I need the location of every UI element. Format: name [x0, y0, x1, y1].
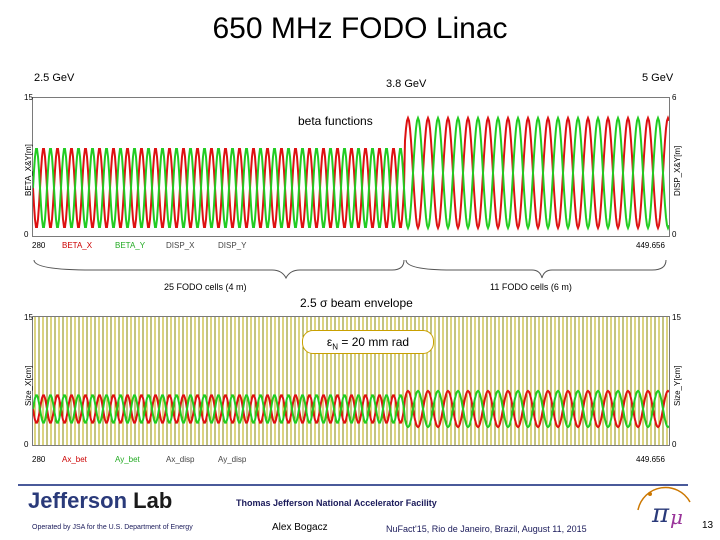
beam-envelope-plot [32, 316, 670, 446]
plot1-xend: 449.656 [636, 241, 665, 250]
emittance-sub: N [332, 342, 339, 352]
emittance-box: εN = 20 mm rad [302, 330, 434, 354]
plot1-ylabel-left: BETA_X&Y[m] [24, 144, 33, 196]
logo-text-a: Jefferson [28, 488, 128, 513]
legend-ax-bet: Ax_bet [62, 455, 87, 464]
muon-accelerator-logo: π μ [637, 486, 691, 529]
energy-left: 2.5 GeV [34, 72, 75, 84]
plot2-xend: 449.656 [636, 455, 665, 464]
page-number: 13 [702, 520, 714, 531]
legend-beta-x: BETA_X [62, 241, 93, 250]
cells-right-label: 11 FODO cells (6 m) [490, 282, 572, 292]
plot2-ylabel-right: Size_Y[cm] [673, 365, 682, 406]
plot1-ymin-right: 0 [672, 230, 677, 239]
svg-text:μ: μ [670, 505, 683, 529]
svg-text:π: π [651, 499, 670, 529]
plot2-xstart: 280 [32, 455, 46, 464]
conference-info: NuFact'15, Rio de Janeiro, Brazil, Augus… [386, 524, 587, 534]
plot2-ylabel-left: Size_X[cm] [24, 365, 33, 406]
plot1-ymax-right: 6 [672, 93, 677, 102]
legend-ay-disp: Ay_disp [218, 455, 247, 464]
energy-mid: 3.8 GeV [386, 78, 427, 90]
plot1-xstart: 280 [32, 241, 46, 250]
legend-ax-disp: Ax_disp [166, 455, 195, 464]
plot2-ymax-left: 15 [24, 313, 33, 322]
beta-function-plot [32, 97, 670, 237]
legend-disp-x: DISP_X [166, 241, 195, 250]
plot1-ymax-left: 15 [24, 93, 33, 102]
legend-beta-y: BETA_Y [115, 241, 146, 250]
plot1-ylabel-right: DISP_X&Y[m] [673, 145, 682, 196]
plot2-label: 2.5 σ beam envelope [300, 296, 413, 310]
jefferson-lab-logo: Jefferson Lab [28, 488, 172, 514]
legend-disp-y: DISP_Y [218, 241, 247, 250]
size-y-curve [33, 389, 669, 429]
plot2-ymax-right: 15 [672, 313, 681, 322]
emittance-symbol: ε [326, 335, 333, 349]
cells-left-label: 25 FODO cells (4 m) [164, 282, 247, 292]
footer-divider [18, 484, 688, 486]
plot2-ymin-left: 0 [24, 440, 29, 449]
author-name: Alex Bogacz [272, 522, 328, 533]
plot1-ymin-left: 0 [24, 230, 29, 239]
beta-function-curves [33, 115, 669, 231]
beta-y-curve [33, 115, 669, 231]
logo-text-b: Lab [133, 488, 173, 513]
energy-right: 5 GeV [642, 72, 674, 84]
legend-ay-bet: Ay_bet [115, 455, 140, 464]
facility-name: Thomas Jefferson National Accelerator Fa… [236, 498, 437, 508]
plot1-label: beta functions [298, 114, 373, 128]
operated-by: Operated by JSA for the U.S. Department … [32, 524, 193, 531]
slide-title: 650 MHz FODO Linac [212, 12, 508, 45]
beam-envelope-curves [33, 317, 669, 445]
plot2-ymin-right: 0 [672, 440, 677, 449]
fodo-cell-braces [33, 259, 667, 280]
emittance-value: = 20 mm rad [341, 335, 410, 349]
